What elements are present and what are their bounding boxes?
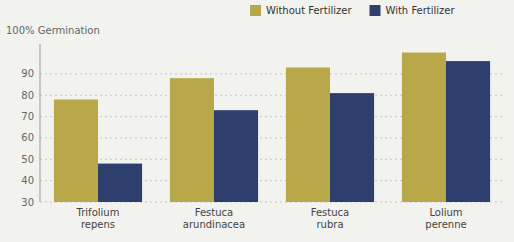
bars <box>54 53 490 202</box>
x-tick-label-line: rubra <box>316 219 343 230</box>
x-tick-label-line: perenne <box>425 219 466 230</box>
bar <box>170 78 214 202</box>
y-tick-label: 70 <box>21 111 34 122</box>
legend-label: With Fertilizer <box>386 5 456 16</box>
x-tick-label: Festucarubra <box>311 207 349 230</box>
y-tick-label: 90 <box>21 68 34 79</box>
legend-swatch <box>250 5 261 16</box>
bar <box>402 53 446 202</box>
bar <box>214 110 258 202</box>
x-tick-label-line: Trifolium <box>76 207 120 218</box>
legend-swatch <box>370 5 381 16</box>
x-tick-label-line: repens <box>81 219 115 230</box>
x-tick-label: Festucaarundinacea <box>183 207 245 230</box>
x-tick-label-line: Festuca <box>311 207 349 218</box>
bar <box>54 100 98 202</box>
x-tick-label-line: Lolium <box>429 207 462 218</box>
x-tick-label: Trifoliumrepens <box>76 207 120 230</box>
legend: Without Fertilizer With Fertilizer <box>250 5 456 16</box>
bar <box>330 93 374 202</box>
x-tick-label-line: arundinacea <box>183 219 245 230</box>
y-tick-label: 30 <box>21 197 34 208</box>
x-tick-label-line: Festuca <box>195 207 233 218</box>
bar <box>446 61 490 202</box>
bar <box>98 164 142 202</box>
y-tick-label: 80 <box>21 90 34 101</box>
chart-container: 30405060708090TrifoliumrepensFestucaarun… <box>0 0 514 242</box>
y-tick-label: 40 <box>21 175 34 186</box>
bar <box>286 67 330 202</box>
y-axis-line <box>40 44 41 202</box>
x-tick-label: Loliumperenne <box>425 207 466 230</box>
legend-label: Without Fertilizer <box>266 5 352 16</box>
y-label: 100% Germination <box>6 25 100 36</box>
y-tick-label: 60 <box>21 132 34 143</box>
chart: 30405060708090TrifoliumrepensFestucaarun… <box>0 0 514 242</box>
y-tick-label: 50 <box>21 154 34 165</box>
